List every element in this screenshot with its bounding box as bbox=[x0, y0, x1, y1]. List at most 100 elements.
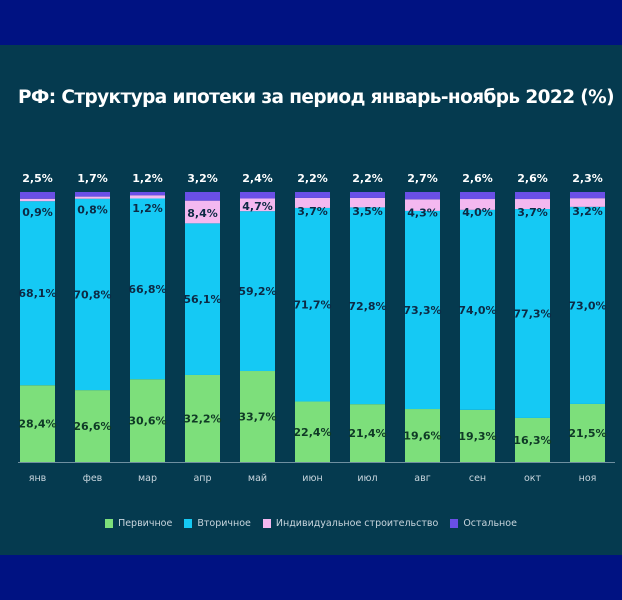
bar-segment-первичное-апр bbox=[185, 374, 220, 462]
x-tick-label: фев bbox=[83, 473, 103, 484]
data-label: 33,7% bbox=[238, 411, 276, 424]
chart-title: РФ: Структура ипотеки за период январь-н… bbox=[18, 87, 615, 108]
bar-segment-вторичное-апр bbox=[185, 223, 220, 375]
data-label: 28,4% bbox=[18, 418, 56, 431]
bar-segment-первичное-авг bbox=[405, 409, 440, 462]
legend-label: Первичное bbox=[118, 518, 173, 529]
bar-segment-вторичное-ноя bbox=[570, 206, 605, 404]
data-label: 66,8% bbox=[128, 283, 166, 296]
legend-label: Остальное bbox=[463, 518, 517, 529]
data-label: 56,1% bbox=[183, 293, 221, 306]
data-label: 2,2% bbox=[297, 172, 328, 185]
data-label: 2,3% bbox=[572, 172, 603, 185]
data-label: 22,4% bbox=[293, 426, 331, 439]
bar-segment-остальное-фев bbox=[75, 192, 110, 197]
bar-segment-индивидуальное-строительство-фев bbox=[75, 196, 110, 199]
data-label: 2,6% bbox=[462, 172, 493, 185]
legend-swatch bbox=[105, 519, 114, 528]
bar-segment-индивидуальное-строительство-июл bbox=[350, 197, 385, 208]
bar-segment-первичное-янв bbox=[20, 385, 55, 462]
data-label: 73,0% bbox=[568, 299, 606, 312]
data-label: 26,6% bbox=[73, 420, 111, 433]
data-label: 59,2% bbox=[238, 285, 276, 298]
bar-segment-первичное-май bbox=[240, 371, 275, 462]
bar-segment-индивидуальное-строительство-сен bbox=[460, 199, 495, 210]
data-label: 21,5% bbox=[568, 427, 606, 440]
data-label: 8,4% bbox=[187, 207, 218, 220]
bar-segment-вторичное-июл bbox=[350, 207, 385, 405]
x-tick-label: мар bbox=[138, 473, 157, 484]
data-label: 4,0% bbox=[462, 206, 493, 219]
bar-segment-индивидуальное-строительство-май bbox=[240, 198, 275, 212]
data-label: 2,5% bbox=[22, 172, 53, 185]
data-label: 0,9% bbox=[22, 206, 53, 219]
data-label: 19,3% bbox=[458, 430, 496, 443]
data-label: 68,1% bbox=[18, 287, 56, 300]
bar-segment-вторичное-май bbox=[240, 211, 275, 372]
data-label: 0,8% bbox=[77, 204, 108, 217]
bar-segment-остальное-авг bbox=[405, 192, 440, 200]
data-label: 4,7% bbox=[242, 200, 273, 213]
data-label: 2,6% bbox=[517, 172, 548, 185]
legend-item: Индивидуальное строительство bbox=[262, 518, 439, 529]
x-tick-label: май bbox=[248, 473, 267, 484]
bar-segment-остальное-ноя bbox=[570, 192, 605, 199]
legend-label: Вторичное bbox=[197, 518, 251, 529]
x-tick-label: июн bbox=[302, 473, 322, 484]
bar-segment-индивидуальное-строительство-апр bbox=[185, 200, 220, 224]
bar-segment-остальное-сен bbox=[460, 192, 495, 200]
bar-segment-первичное-окт bbox=[515, 417, 550, 462]
data-label: 21,4% bbox=[348, 427, 386, 440]
bar-segment-вторичное-фев bbox=[75, 198, 110, 391]
bar-segment-индивидуальное-строительство-июн bbox=[295, 197, 330, 208]
data-label: 2,2% bbox=[352, 172, 383, 185]
legend-swatch bbox=[262, 519, 271, 528]
bar-segment-вторичное-июн bbox=[295, 207, 330, 402]
data-label: 3,7% bbox=[517, 206, 548, 219]
data-label: 3,2% bbox=[572, 205, 603, 218]
data-label: 1,2% bbox=[132, 202, 163, 215]
data-label: 74,0% bbox=[458, 304, 496, 317]
data-label: 3,5% bbox=[352, 205, 383, 218]
bar-segment-вторичное-мар bbox=[130, 198, 165, 380]
legend-swatch bbox=[184, 519, 193, 528]
bar-segment-индивидуальное-строительство-мар bbox=[130, 195, 165, 199]
bar-segment-остальное-янв bbox=[20, 192, 55, 199]
bar-segment-индивидуальное-строительство-янв bbox=[20, 198, 55, 202]
bar-segment-вторичное-янв bbox=[20, 201, 55, 386]
bar-segment-остальное-мар bbox=[130, 192, 165, 196]
data-label: 73,3% bbox=[403, 304, 441, 317]
bar-segment-вторичное-авг bbox=[405, 210, 440, 410]
data-label: 1,7% bbox=[77, 172, 108, 185]
bar-segment-индивидуальное-строительство-авг bbox=[405, 199, 440, 211]
data-label: 2,4% bbox=[242, 172, 273, 185]
data-label: 16,3% bbox=[513, 434, 551, 447]
legend-item: Остальное bbox=[450, 518, 517, 529]
x-tick-label: июл bbox=[357, 473, 377, 484]
data-label: 2,7% bbox=[407, 172, 438, 185]
data-label: 71,7% bbox=[293, 299, 331, 312]
bar-segment-индивидуальное-строительство-окт bbox=[515, 199, 550, 210]
legend-label: Индивидуальное строительство bbox=[275, 518, 439, 529]
bar-segment-первичное-июл bbox=[350, 404, 385, 462]
bar-segment-вторичное-сен bbox=[460, 209, 495, 410]
x-tick-label: янв bbox=[29, 473, 47, 484]
x-tick-label: апр bbox=[193, 473, 211, 484]
chart-legend: Первичное Вторичное Индивидуальное строите… bbox=[0, 518, 622, 529]
data-label: 4,3% bbox=[407, 206, 438, 219]
data-label: 3,2% bbox=[187, 172, 218, 185]
data-label: 32,2% bbox=[183, 412, 221, 425]
legend-swatch bbox=[450, 519, 459, 528]
data-label: 3,7% bbox=[297, 205, 328, 218]
legend-item: Первичное bbox=[105, 518, 172, 529]
legend-item: Вторичное bbox=[184, 518, 251, 529]
x-tick-label: сен bbox=[469, 473, 486, 484]
bar-segment-первичное-фев bbox=[75, 390, 110, 462]
bar-segment-первичное-мар bbox=[130, 379, 165, 462]
data-label: 70,8% bbox=[73, 288, 111, 301]
bar-segment-первичное-ноя bbox=[570, 403, 605, 462]
data-label: 77,3% bbox=[513, 307, 551, 320]
bar-segment-остальное-июн bbox=[295, 192, 330, 198]
bar-segment-индивидуальное-строительство-ноя bbox=[570, 198, 605, 207]
